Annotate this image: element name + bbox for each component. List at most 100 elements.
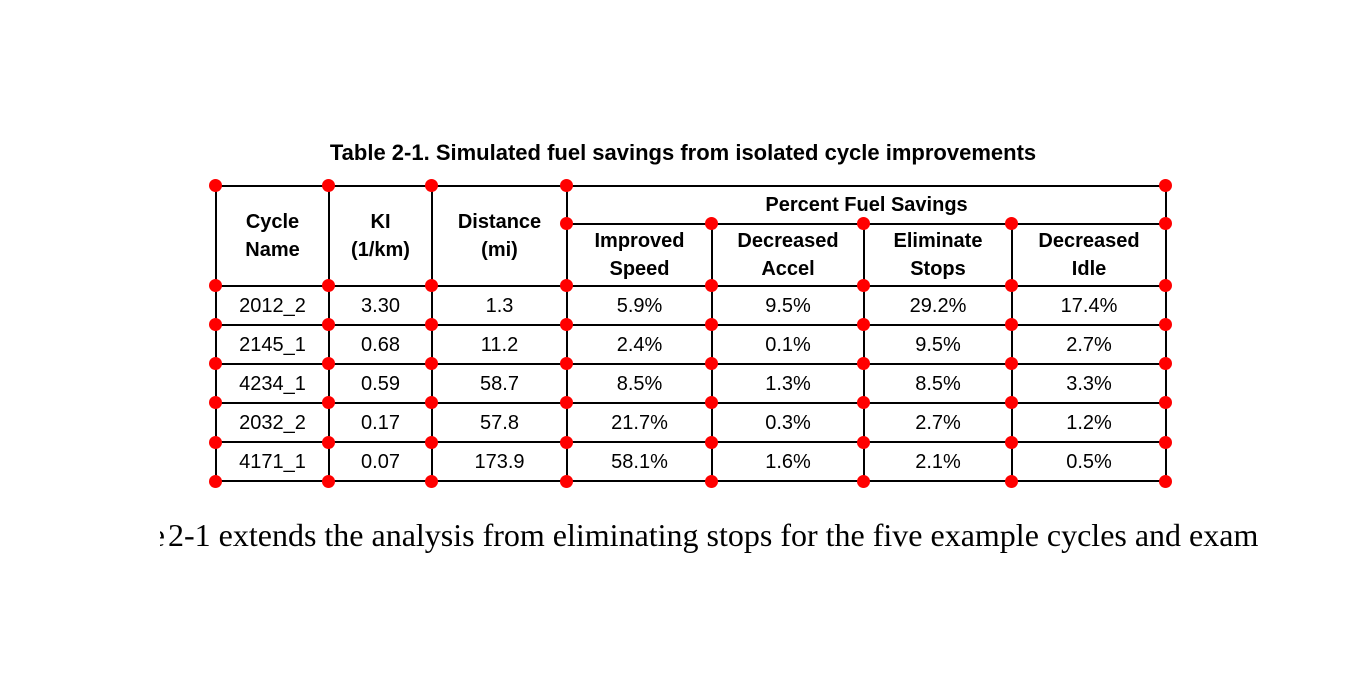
cell-decreased-idle: 2.7%	[1010, 324, 1168, 365]
cell-cycle-name: 4171_1	[215, 441, 330, 482]
grid-intersection-marker	[321, 474, 335, 488]
cell-ki: 0.59	[328, 363, 433, 404]
grid-intersection-marker	[704, 317, 718, 331]
col-header-eliminate-stops: Eliminate Stops	[863, 223, 1013, 287]
grid-intersection-marker	[321, 317, 335, 331]
cell-decreased-accel: 1.6%	[711, 441, 865, 482]
grid-intersection-marker	[704, 356, 718, 370]
grid-intersection-marker	[1004, 435, 1018, 449]
cell-eliminate-stops: 29.2%	[863, 285, 1013, 326]
cell-improved-speed: 21.7%	[566, 402, 713, 443]
cell-cycle-name: 4234_1	[215, 363, 330, 404]
grid-intersection-marker	[208, 435, 222, 449]
body-paragraph-text: 2-1 extends the analysis from eliminatin…	[168, 517, 1259, 553]
cell-eliminate-stops: 2.1%	[863, 441, 1013, 482]
cell-eliminate-stops: 9.5%	[863, 324, 1013, 365]
grid-intersection-marker	[424, 435, 438, 449]
grid-intersection-marker	[1158, 317, 1172, 331]
cell-distance: 58.7	[431, 363, 568, 404]
cell-ki: 0.07	[328, 441, 433, 482]
cell-decreased-idle: 0.5%	[1010, 441, 1168, 482]
grid-intersection-marker	[856, 474, 870, 488]
cell-ki: 3.30	[328, 285, 433, 326]
grid-intersection-marker	[704, 435, 718, 449]
grid-intersection-marker	[559, 474, 573, 488]
table-body: 2012_2 3.30 1.3 5.9% 9.5% 29.2% 17.4% 2145_1 0.6…	[215, 285, 1168, 482]
grid-intersection-marker	[559, 435, 573, 449]
cell-improved-speed: 8.5%	[566, 363, 713, 404]
grid-intersection-marker	[424, 395, 438, 409]
grid-intersection-marker	[208, 178, 222, 192]
grid-intersection-marker	[856, 395, 870, 409]
cell-improved-speed: 2.4%	[566, 324, 713, 365]
grid-intersection-marker	[1004, 216, 1018, 230]
grid-intersection-marker	[856, 278, 870, 292]
grid-intersection-marker	[1158, 356, 1172, 370]
grid-intersection-marker	[559, 278, 573, 292]
cell-distance: 1.3	[431, 285, 568, 326]
grid-intersection-marker	[321, 435, 335, 449]
fuel-savings-table: Cycle Name KI (1/km) Distance (mi) Perce…	[215, 185, 1168, 482]
cell-distance: 11.2	[431, 324, 568, 365]
grid-intersection-marker	[1004, 356, 1018, 370]
grid-intersection-marker	[1004, 395, 1018, 409]
grid-intersection-marker	[208, 474, 222, 488]
grid-intersection-marker	[1004, 278, 1018, 292]
cell-distance: 173.9	[431, 441, 568, 482]
cell-decreased-accel: 9.5%	[711, 285, 865, 326]
grid-intersection-marker	[704, 216, 718, 230]
col-header-cycle-name: Cycle Name	[215, 185, 330, 287]
grid-intersection-marker	[424, 474, 438, 488]
table-row: 2145_1 0.68 11.2 2.4% 0.1% 9.5% 2.7%	[215, 324, 1168, 365]
grid-intersection-marker	[559, 395, 573, 409]
cell-ki: 0.68	[328, 324, 433, 365]
grid-intersection-marker	[559, 216, 573, 230]
cell-distance: 57.8	[431, 402, 568, 443]
grid-intersection-marker	[208, 278, 222, 292]
grid-intersection-marker	[704, 395, 718, 409]
grid-intersection-marker	[321, 356, 335, 370]
grid-intersection-marker	[321, 278, 335, 292]
cell-improved-speed: 5.9%	[566, 285, 713, 326]
table-row: 2032_2 0.17 57.8 21.7% 0.3% 2.7% 1.2%	[215, 402, 1168, 443]
cell-decreased-idle: 3.3%	[1010, 363, 1168, 404]
cell-cycle-name: 2145_1	[215, 324, 330, 365]
cell-decreased-accel: 1.3%	[711, 363, 865, 404]
cell-cycle-name: 2012_2	[215, 285, 330, 326]
table-caption: Table 2-1. Simulated fuel savings from i…	[329, 140, 1037, 165]
grid-intersection-marker	[856, 356, 870, 370]
grid-intersection-marker	[1158, 395, 1172, 409]
grid-intersection-marker	[856, 317, 870, 331]
table-row: 4234_1 0.59 58.7 8.5% 1.3% 8.5% 3.3%	[215, 363, 1168, 404]
col-header-improved-speed: Improved Speed	[566, 223, 713, 287]
grid-intersection-marker	[1158, 435, 1172, 449]
cell-cycle-name: 2032_2	[215, 402, 330, 443]
cell-improved-speed: 58.1%	[566, 441, 713, 482]
table-row: 4171_1 0.07 173.9 58.1% 1.6% 2.1% 0.5%	[215, 441, 1168, 482]
grid-intersection-marker	[1004, 474, 1018, 488]
grid-intersection-marker	[1158, 178, 1172, 192]
grid-intersection-marker	[1158, 278, 1172, 292]
grid-intersection-marker	[1158, 474, 1172, 488]
col-header-decreased-idle: Decreased Idle	[1010, 223, 1168, 287]
grid-intersection-marker	[424, 178, 438, 192]
grid-intersection-marker	[424, 278, 438, 292]
grid-intersection-marker	[856, 216, 870, 230]
clipped-word-fragment: e	[160, 518, 165, 552]
grid-intersection-marker	[424, 317, 438, 331]
grid-intersection-marker	[559, 178, 573, 192]
cell-decreased-accel: 0.1%	[711, 324, 865, 365]
grid-intersection-marker	[559, 356, 573, 370]
grid-intersection-marker	[208, 356, 222, 370]
body-paragraph: e2-1 extends the analysis from eliminati…	[160, 517, 1259, 553]
grid-intersection-marker	[321, 178, 335, 192]
grid-intersection-marker	[856, 435, 870, 449]
cell-eliminate-stops: 2.7%	[863, 402, 1013, 443]
grid-intersection-marker	[321, 395, 335, 409]
grid-intersection-marker	[1158, 216, 1172, 230]
cell-eliminate-stops: 8.5%	[863, 363, 1013, 404]
grid-intersection-marker	[208, 395, 222, 409]
col-header-decreased-accel: Decreased Accel	[711, 223, 865, 287]
col-header-distance: Distance (mi)	[431, 185, 568, 287]
